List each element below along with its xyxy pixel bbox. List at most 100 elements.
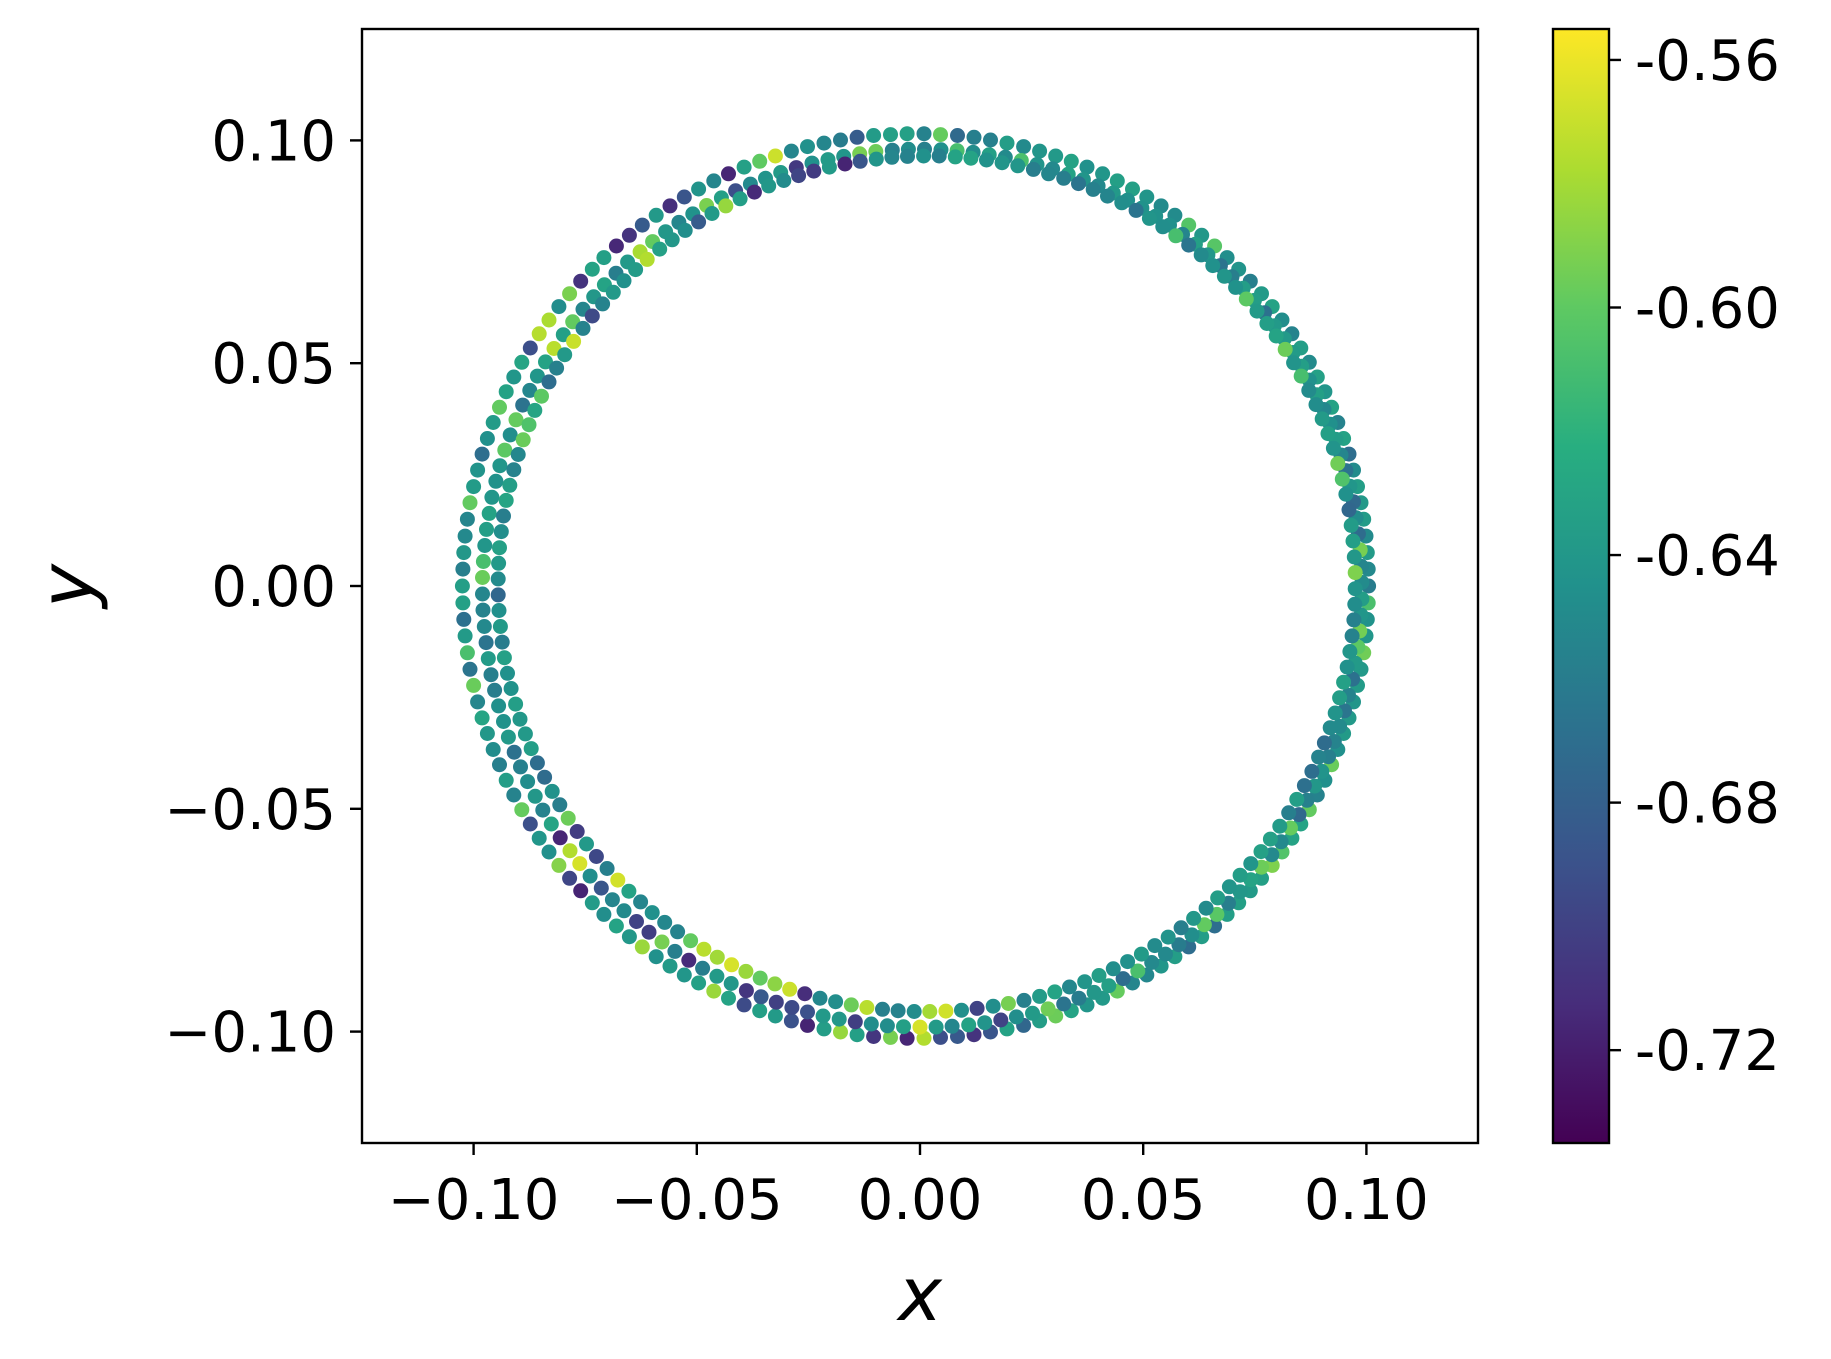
scatter-point [494,634,510,650]
scatter-point [847,1014,863,1030]
scatter-point [691,975,707,991]
scatter-point [1141,210,1157,226]
plot-frame [360,27,1480,1145]
scatter-point [767,1008,783,1024]
scatter-point [569,824,585,839]
scatter-point [1221,879,1237,895]
scatter-point [485,415,501,430]
scatter-point [610,872,626,888]
scatter-point [648,949,664,965]
axes: −0.10 −0.05 0.00 0.05 0.10 −0.10 −0.05 0.00 0.05… [164,27,1480,1233]
scatter-point [573,273,589,289]
scatter-point [706,983,722,999]
scatter-point [644,905,660,921]
scatter-point [1343,517,1359,533]
scatter-point [1238,291,1254,307]
scatter-point [584,261,600,277]
scatter-point [588,849,604,864]
scatter-point [1173,920,1189,936]
colorbar-tick-label: -0.64 [1635,524,1780,589]
scatter-point [497,442,513,458]
scatter-point [670,924,686,940]
scatter-point [1133,946,1149,962]
scatter-point [899,126,915,142]
scatter-point [947,149,963,165]
scatter-point [884,149,900,165]
scatter-point [466,479,482,495]
scatter-point [1277,341,1293,357]
scatter-point [628,262,644,278]
scatter-point [584,895,600,911]
scatter-point [1181,237,1197,253]
scatter-point [634,217,650,233]
scatter-point [782,981,798,997]
scatter-point [492,399,507,415]
scatter-point [1339,659,1355,675]
scatter-point [859,1000,875,1015]
scatter-point [470,462,486,478]
scatter-point [723,976,739,991]
scatter-point [479,521,494,537]
scatter-point [523,741,539,757]
scatter-point [527,788,543,804]
scatter-point [662,958,678,974]
scatter-point [531,326,547,342]
y-tick-label: −0.05 [164,778,336,843]
scatter-point [736,159,752,175]
scatter-point [969,1000,985,1016]
scatter-point [506,369,522,385]
scatter-point [979,152,994,168]
scatter-point [916,148,932,164]
scatter-point [1100,188,1115,204]
scatter-point [784,1000,800,1015]
scatter-point [541,312,557,328]
scatter-point [938,1003,954,1019]
scatter-point [1311,749,1327,765]
scatter-point [599,861,615,876]
scatter-point [681,952,697,968]
scatter-point [1281,805,1297,821]
scatter-point [676,967,692,983]
scatter-point [552,797,568,813]
scatter-point [474,710,490,726]
scatter-point [828,994,844,1010]
scatter-point [676,189,692,205]
scatter-point [704,206,720,221]
scatter-point [812,990,828,1006]
scatter-point [738,963,754,979]
scatter-point [604,892,620,908]
scatter-point [522,816,538,832]
scatter-point [724,957,740,973]
scatter-point [515,397,531,413]
x-tick-label: 0.00 [858,1168,983,1233]
scatter-point [541,374,557,390]
scatter-point [695,960,711,976]
y-tick-label: −0.10 [164,1001,336,1066]
scatter-point [721,166,736,182]
scatter-point [691,181,707,197]
scatter-point [475,602,491,618]
scatter-point [815,1008,831,1024]
scatter-point [479,726,495,741]
scatter-point [1259,316,1275,331]
scatter-point [1077,974,1093,990]
scatter-point [593,880,609,896]
scatter-point [605,284,621,300]
scatter-point [514,354,530,370]
scatter-point [480,651,496,667]
scatter-point [572,856,588,872]
scatter-point [492,458,508,474]
scatter-point [738,983,754,999]
scatter-point [531,830,547,846]
scatter-point [883,127,898,143]
scatter-point [514,802,530,818]
scatter-point [493,524,509,540]
scatter-point [457,628,473,644]
scatter-point [866,1029,882,1044]
scatter-point [541,844,557,860]
scatter-point [477,538,493,553]
scatter-point [1071,176,1086,192]
colorbar-gradient [1551,27,1611,1145]
scatter-point [768,994,784,1010]
scatter-point [475,570,490,585]
